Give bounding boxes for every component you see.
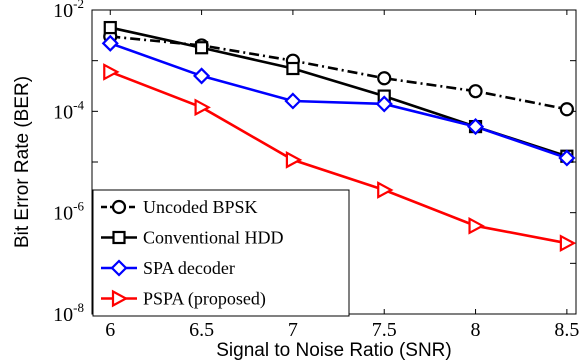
data-point xyxy=(377,181,394,199)
x-tick-label: 6.5 xyxy=(189,319,214,341)
data-point xyxy=(194,98,211,117)
legend-entry: Uncoded BPSK xyxy=(143,197,258,217)
data-point xyxy=(559,234,577,253)
data-point xyxy=(284,92,302,110)
data-point xyxy=(193,67,211,85)
y-tick-label: 10-8 xyxy=(53,300,84,326)
legend-entry: SPA decoder xyxy=(143,258,235,278)
legend-marker xyxy=(110,259,128,277)
data-point xyxy=(375,95,393,113)
y-tick-label: 10-4 xyxy=(53,97,84,123)
data-point xyxy=(101,34,119,52)
data-point xyxy=(466,118,485,136)
y-axis-label: Bit Error Rate (BER) xyxy=(12,76,33,248)
y-tick-label: 10-2 xyxy=(53,0,84,22)
data-point xyxy=(559,102,574,117)
x-tick-label: 6 xyxy=(105,319,115,341)
x-tick-label: 7.5 xyxy=(372,319,397,341)
data-point xyxy=(285,151,303,169)
x-tick-label: 8 xyxy=(471,319,481,341)
series-line-2 xyxy=(109,42,568,160)
legend-marker xyxy=(111,289,129,308)
data-point xyxy=(558,149,576,167)
data-point xyxy=(468,216,485,235)
legend-box xyxy=(92,189,350,317)
x-tick-label: 8.5 xyxy=(554,319,579,341)
data-point xyxy=(286,61,300,76)
series-line-3 xyxy=(109,70,568,245)
data-point xyxy=(377,71,392,86)
data-point xyxy=(103,20,117,35)
series-line-1 xyxy=(109,26,568,158)
data-point xyxy=(103,63,120,81)
data-point xyxy=(468,84,483,99)
y-tick-label: 10-6 xyxy=(53,199,84,225)
legend-entry: Conventional HDD xyxy=(143,228,283,248)
legend-marker xyxy=(111,199,127,215)
x-tick-label: 7 xyxy=(288,319,298,341)
data-point xyxy=(194,41,209,55)
x-axis-label: Signal to Noise Ratio (SNR) xyxy=(216,340,451,361)
legend-entry: PSPA (proposed) xyxy=(143,289,266,310)
legend-marker xyxy=(112,230,126,245)
series-line-0 xyxy=(110,35,568,111)
